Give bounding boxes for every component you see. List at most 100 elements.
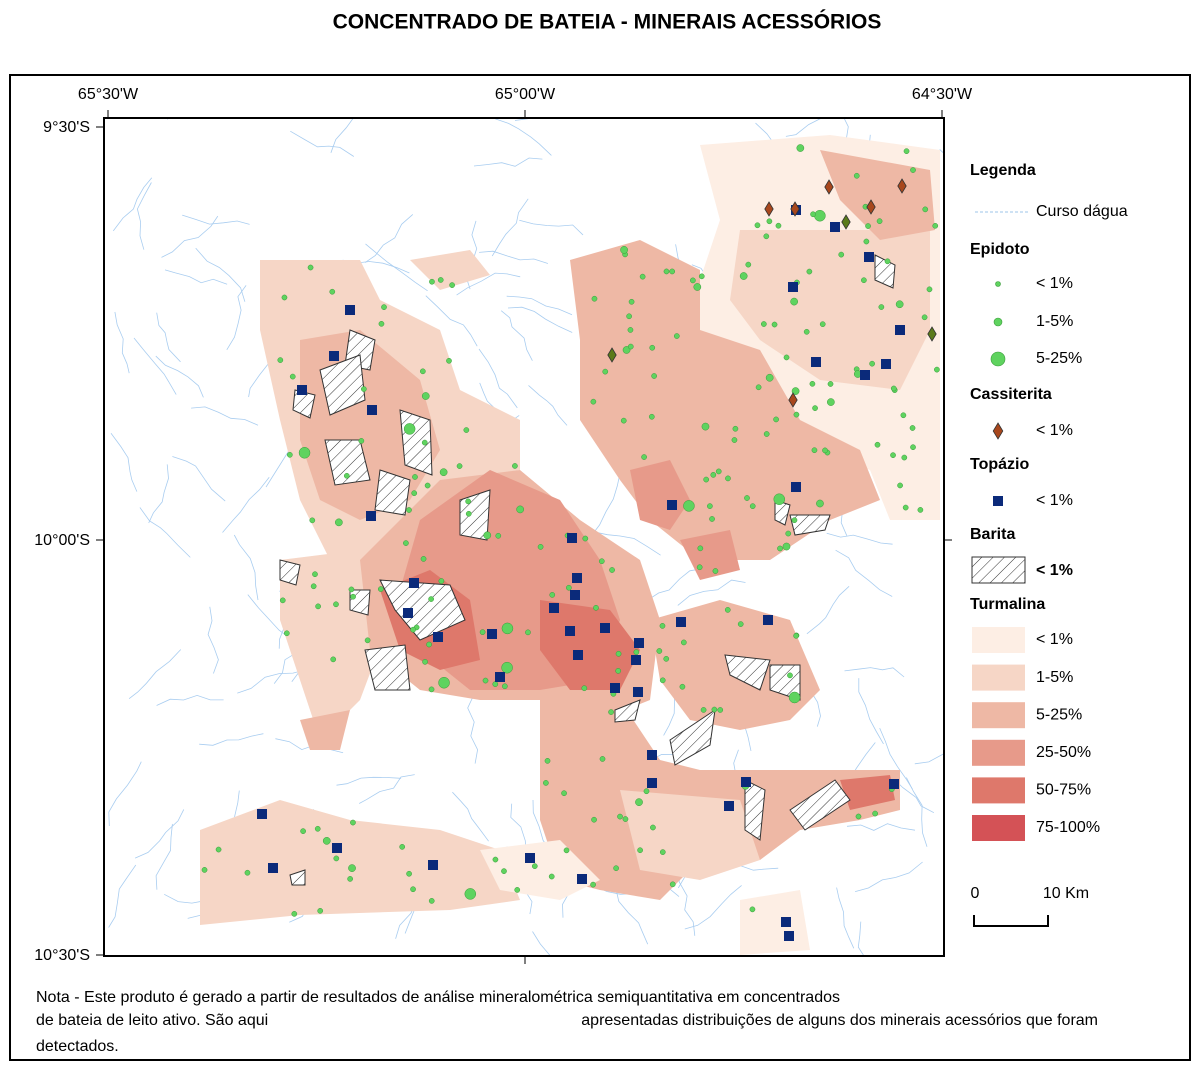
epidoto-point bbox=[343, 472, 350, 479]
river bbox=[467, 695, 479, 764]
longitude-label: 65°30'W bbox=[78, 86, 139, 103]
epidoto-point bbox=[617, 813, 623, 820]
river bbox=[359, 774, 415, 804]
epidoto-point bbox=[364, 637, 371, 644]
legend-heading: Cassiterita bbox=[970, 386, 1052, 403]
epidoto-point bbox=[350, 819, 356, 826]
points bbox=[201, 144, 940, 941]
turmalina-swatch bbox=[972, 627, 1025, 653]
epidoto-point bbox=[561, 790, 567, 797]
epidoto-point bbox=[659, 677, 666, 684]
epidoto-point bbox=[626, 313, 632, 320]
river bbox=[826, 532, 893, 545]
river bbox=[155, 355, 204, 398]
legend-title: Legenda bbox=[970, 162, 1036, 179]
cassiterita-symbol bbox=[841, 214, 851, 230]
turmalina-swatch bbox=[972, 815, 1025, 841]
epidoto-point bbox=[783, 354, 790, 361]
cassiterita-symbol bbox=[824, 179, 834, 195]
epidoto-point bbox=[917, 507, 924, 513]
epidoto-point bbox=[348, 586, 355, 593]
epidoto-point bbox=[599, 756, 606, 762]
epidoto-point bbox=[709, 516, 715, 522]
topazio-point bbox=[433, 632, 443, 642]
frame-ticks bbox=[96, 110, 952, 964]
note-line: detectados. bbox=[36, 1038, 119, 1055]
title: CONCENTRADO DE BATEIA - MINERAIS ACESSÓR… bbox=[333, 10, 882, 34]
topazio-point bbox=[634, 638, 644, 648]
topazio-point bbox=[647, 750, 657, 760]
river bbox=[237, 670, 303, 694]
river bbox=[479, 250, 549, 264]
river bbox=[164, 269, 228, 285]
river bbox=[906, 777, 928, 847]
epidoto-point bbox=[775, 222, 782, 229]
epidoto-point bbox=[582, 535, 589, 542]
epidoto-point bbox=[701, 422, 710, 431]
epidoto-point bbox=[566, 584, 572, 591]
epidoto-point bbox=[463, 427, 470, 433]
topazio-point bbox=[297, 385, 307, 395]
epidoto-point bbox=[333, 601, 339, 608]
epidoto-point bbox=[884, 258, 891, 265]
epidoto-point bbox=[412, 474, 418, 480]
river bbox=[684, 885, 742, 930]
turmalina-swatch bbox=[972, 777, 1025, 804]
epidoto-point bbox=[822, 447, 828, 454]
turmalina-zone bbox=[620, 790, 760, 880]
epidoto-point bbox=[635, 798, 643, 806]
topazio-point bbox=[791, 482, 801, 492]
epidoto-point bbox=[745, 261, 752, 268]
topazio-point bbox=[329, 351, 339, 361]
epidoto-point bbox=[669, 881, 676, 888]
epidoto-point bbox=[479, 629, 486, 635]
epidoto-point bbox=[771, 321, 778, 328]
epidoto-point bbox=[591, 295, 598, 302]
epidoto-point bbox=[897, 482, 903, 489]
cassiterita-symbol bbox=[790, 201, 800, 217]
epidoto-point bbox=[827, 381, 834, 387]
turmalina-zone bbox=[820, 150, 935, 240]
river bbox=[456, 272, 521, 296]
epidoto-point bbox=[855, 813, 862, 820]
legend-label: < 1% bbox=[1036, 562, 1073, 579]
legend-label: < 1% bbox=[1036, 275, 1073, 292]
epidoto-point bbox=[683, 500, 695, 512]
epidoto-point bbox=[456, 463, 463, 469]
epidoto-point bbox=[482, 677, 489, 684]
epidoto-point bbox=[281, 294, 288, 301]
river bbox=[195, 247, 246, 302]
epidoto-point bbox=[298, 447, 311, 459]
topazio-point bbox=[332, 843, 342, 853]
topazio-point bbox=[830, 222, 840, 232]
epidoto-point bbox=[406, 507, 412, 513]
epidoto-point bbox=[663, 268, 670, 275]
topazio-point bbox=[549, 603, 559, 613]
river bbox=[112, 177, 153, 232]
epidoto-point bbox=[890, 385, 897, 392]
river bbox=[134, 809, 185, 859]
river bbox=[330, 118, 354, 153]
epidoto-point bbox=[791, 387, 800, 395]
topazio-point bbox=[860, 370, 870, 380]
topazio-point bbox=[811, 357, 821, 367]
turmalina-swatch bbox=[972, 702, 1025, 729]
epidoto-point bbox=[581, 685, 588, 692]
epidoto-point bbox=[865, 223, 871, 229]
epidoto-point bbox=[872, 810, 878, 817]
topazio-symbol bbox=[993, 496, 1003, 506]
epidoto-point bbox=[791, 517, 798, 524]
turmalina-zone bbox=[480, 840, 600, 900]
epidoto-point bbox=[378, 320, 385, 327]
epidoto-point bbox=[244, 869, 251, 876]
epidoto-point bbox=[788, 691, 801, 704]
topazio-point bbox=[864, 252, 874, 262]
barita-swatch bbox=[971, 556, 1026, 584]
topazio-point bbox=[573, 650, 583, 660]
epidoto-point bbox=[483, 531, 492, 540]
epidoto-point bbox=[465, 510, 472, 517]
epidoto-point bbox=[697, 545, 704, 552]
epidoto-point bbox=[590, 881, 596, 888]
epidoto-point bbox=[648, 413, 655, 420]
